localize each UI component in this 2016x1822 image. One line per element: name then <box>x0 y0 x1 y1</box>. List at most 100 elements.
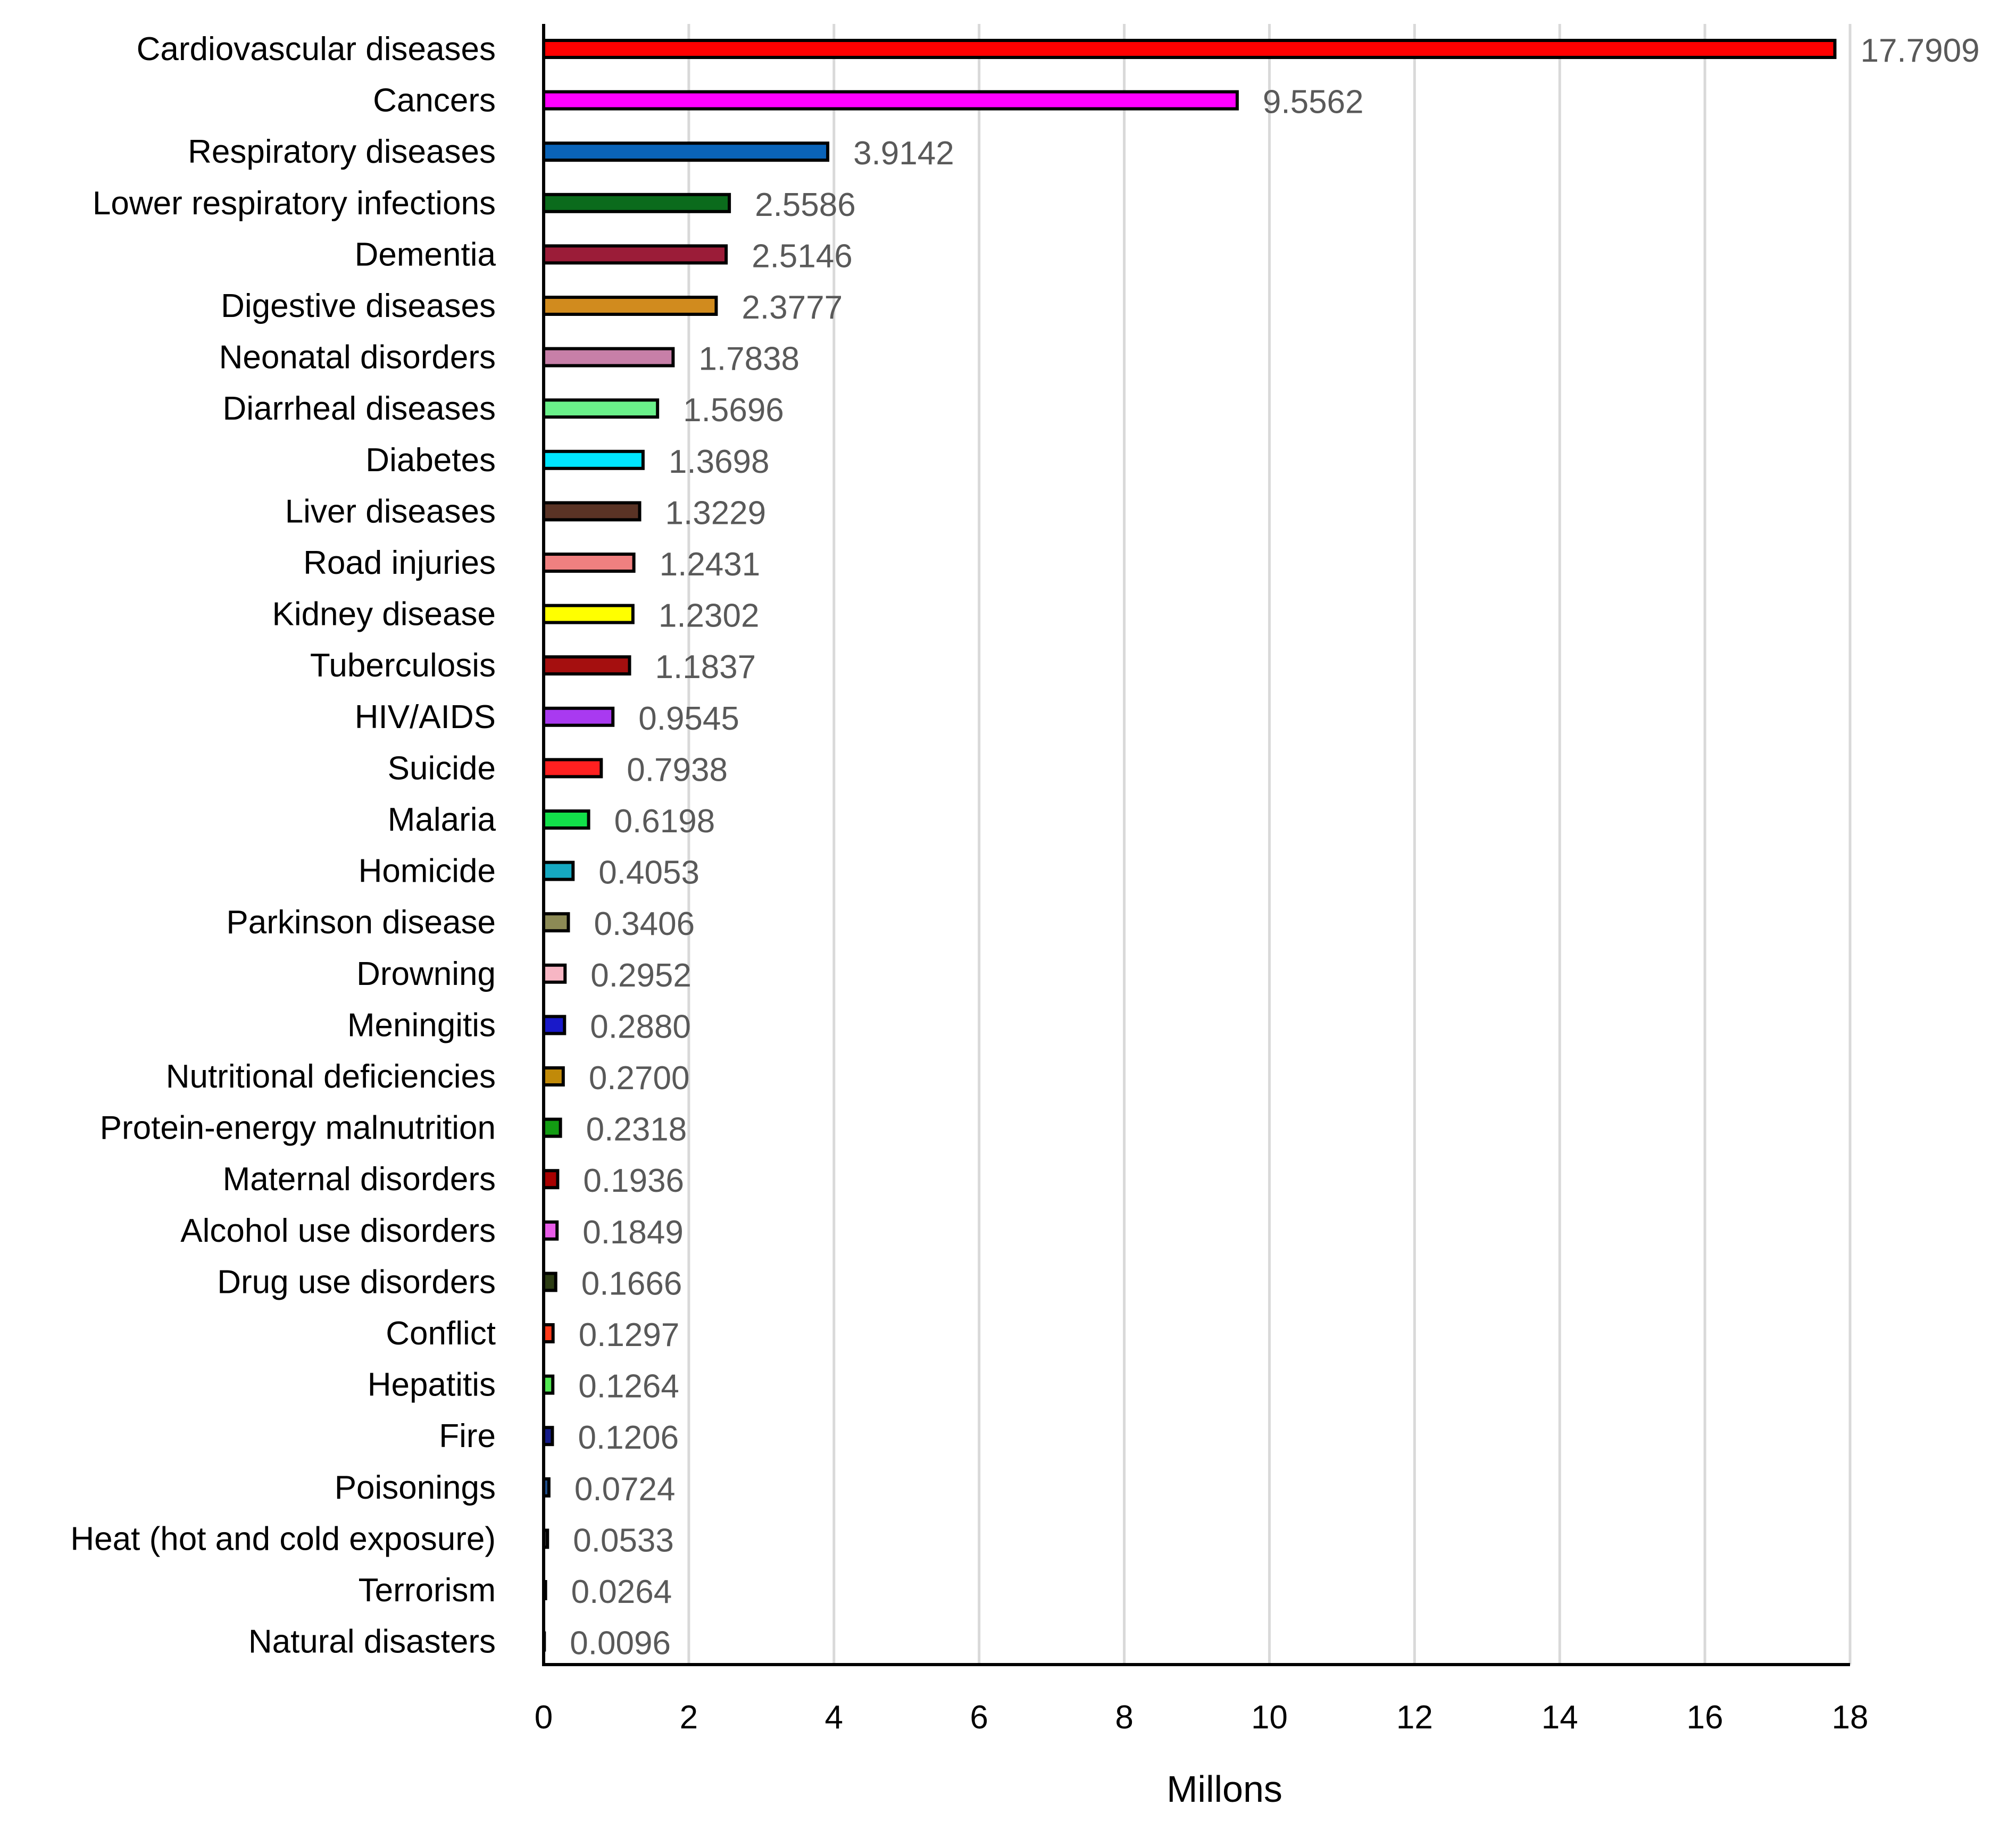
bar-hiv-aids <box>542 706 615 727</box>
category-label: Liver diseases <box>285 493 496 530</box>
labels: 0 2 4 6 8 10 12 14 16 18 Cardiovascular diseases 17… <box>70 31 1979 1736</box>
value-label: 0.2952 <box>590 957 692 994</box>
value-label: 0.3406 <box>594 906 695 942</box>
value-label: 0.1206 <box>578 1419 679 1456</box>
category-label: Diarrheal diseases <box>223 390 496 427</box>
value-label: 1.3229 <box>665 495 767 531</box>
category-label: Respiratory diseases <box>188 133 496 170</box>
category-label: Road injuries <box>303 545 496 581</box>
category-label: Parkinson disease <box>226 904 496 941</box>
value-label: 1.7838 <box>698 341 799 378</box>
value-label: 0.1849 <box>582 1214 684 1251</box>
value-label: 2.5586 <box>755 187 856 223</box>
category-label: Lower respiratory infections <box>93 185 496 222</box>
x-tick-label: 14 <box>1542 1699 1578 1736</box>
bar-liver-diseases <box>542 501 642 522</box>
category-label: Heat (hot and cold exposure) <box>70 1520 496 1557</box>
bar-neonatal-disorders <box>542 347 675 367</box>
bars <box>542 39 1837 1652</box>
bar-malaria <box>542 809 590 830</box>
value-label: 1.2302 <box>659 598 760 634</box>
x-tick-label: 10 <box>1251 1699 1288 1736</box>
axes <box>542 24 1850 1666</box>
category-label: Diabetes <box>365 442 496 479</box>
category-label: Protein-energy malnutrition <box>100 1110 496 1147</box>
value-label: 1.3698 <box>669 444 770 480</box>
bar-drowning <box>542 963 567 984</box>
bar-suicide <box>542 758 603 779</box>
category-label: Terrorism <box>359 1572 496 1609</box>
value-label: 0.2700 <box>589 1060 690 1097</box>
value-label: 0.6198 <box>614 803 715 840</box>
bar-alcohol-use-disorders <box>542 1220 559 1241</box>
category-label: Drug use disorders <box>217 1264 496 1300</box>
value-label: 1.1837 <box>655 649 756 686</box>
x-tick-label: 8 <box>1115 1699 1133 1736</box>
value-label: 0.0264 <box>571 1574 672 1610</box>
category-label: Meningitis <box>347 1007 496 1043</box>
category-label: Nutritional deficiencies <box>166 1058 496 1095</box>
value-label: 0.2318 <box>586 1111 687 1148</box>
value-label: 2.3777 <box>742 289 843 326</box>
category-label: Drowning <box>356 956 496 992</box>
category-label: HIV/AIDS <box>355 699 496 736</box>
value-label: 0.4053 <box>598 855 699 891</box>
value-label: 9.5562 <box>1263 84 1364 121</box>
x-tick-label: 6 <box>970 1699 988 1736</box>
x-tick-label: 4 <box>825 1699 843 1736</box>
bar-cancers <box>542 90 1239 111</box>
value-label: 0.0724 <box>574 1471 676 1508</box>
x-tick-label: 12 <box>1396 1699 1433 1736</box>
value-label: 3.9142 <box>853 135 954 172</box>
bar-homicide <box>542 860 575 881</box>
x-tick-label: 2 <box>680 1699 698 1736</box>
category-label: Natural disasters <box>248 1624 496 1660</box>
bar-dementia <box>542 244 728 265</box>
bar-tuberculosis <box>542 655 631 676</box>
bar-diarrheal-diseases <box>542 398 660 419</box>
category-label: Poisonings <box>335 1469 496 1506</box>
value-label: 0.0533 <box>573 1522 674 1559</box>
bar-parkinson-disease <box>542 912 570 933</box>
bar-road-injuries <box>542 553 636 573</box>
category-label: Homicide <box>359 853 496 890</box>
x-tick-label: 0 <box>535 1699 553 1736</box>
bar-drug-use-disorders <box>542 1272 557 1292</box>
value-label: 0.9545 <box>638 700 739 737</box>
bar-nutritional-deficiencies <box>542 1066 565 1086</box>
value-label: 17.7909 <box>1860 32 1979 69</box>
category-label: Dementia <box>355 236 496 273</box>
value-label: 0.1264 <box>578 1368 679 1405</box>
category-label: Cancers <box>373 82 496 119</box>
gridlines <box>687 24 1852 1665</box>
bar-diabetes <box>542 449 645 470</box>
value-label: 0.7938 <box>627 751 728 788</box>
x-tick-label: 16 <box>1687 1699 1723 1736</box>
bar-meningitis <box>542 1015 567 1035</box>
category-label: Cardiovascular diseases <box>137 31 496 68</box>
value-label: 1.2431 <box>660 546 761 583</box>
category-label: Tuberculosis <box>310 647 496 684</box>
value-label: 0.1297 <box>579 1317 680 1353</box>
category-label: Maternal disorders <box>223 1161 496 1198</box>
bar-protein-energy-malnutrition <box>542 1117 562 1138</box>
bar-kidney-disease <box>542 604 635 624</box>
bar-lower-respiratory-infections <box>542 193 731 213</box>
value-label: 1.5696 <box>683 392 784 429</box>
value-label: 0.0096 <box>570 1625 671 1662</box>
bar-digestive-diseases <box>542 296 718 316</box>
category-label: Malaria <box>388 801 496 838</box>
category-label: Suicide <box>388 750 496 787</box>
category-label: Hepatitis <box>368 1367 496 1403</box>
x-axis-title: Millons <box>1167 1768 1282 1810</box>
bar-cardiovascular-diseases <box>542 39 1837 59</box>
category-label: Alcohol use disorders <box>180 1213 496 1249</box>
category-label: Neonatal disorders <box>219 339 496 376</box>
bar-maternal-disorders <box>542 1169 560 1190</box>
value-label: 0.1666 <box>581 1265 682 1302</box>
x-tick-label: 18 <box>1832 1699 1869 1736</box>
value-label: 0.1936 <box>583 1163 684 1199</box>
category-label: Kidney disease <box>272 596 496 633</box>
